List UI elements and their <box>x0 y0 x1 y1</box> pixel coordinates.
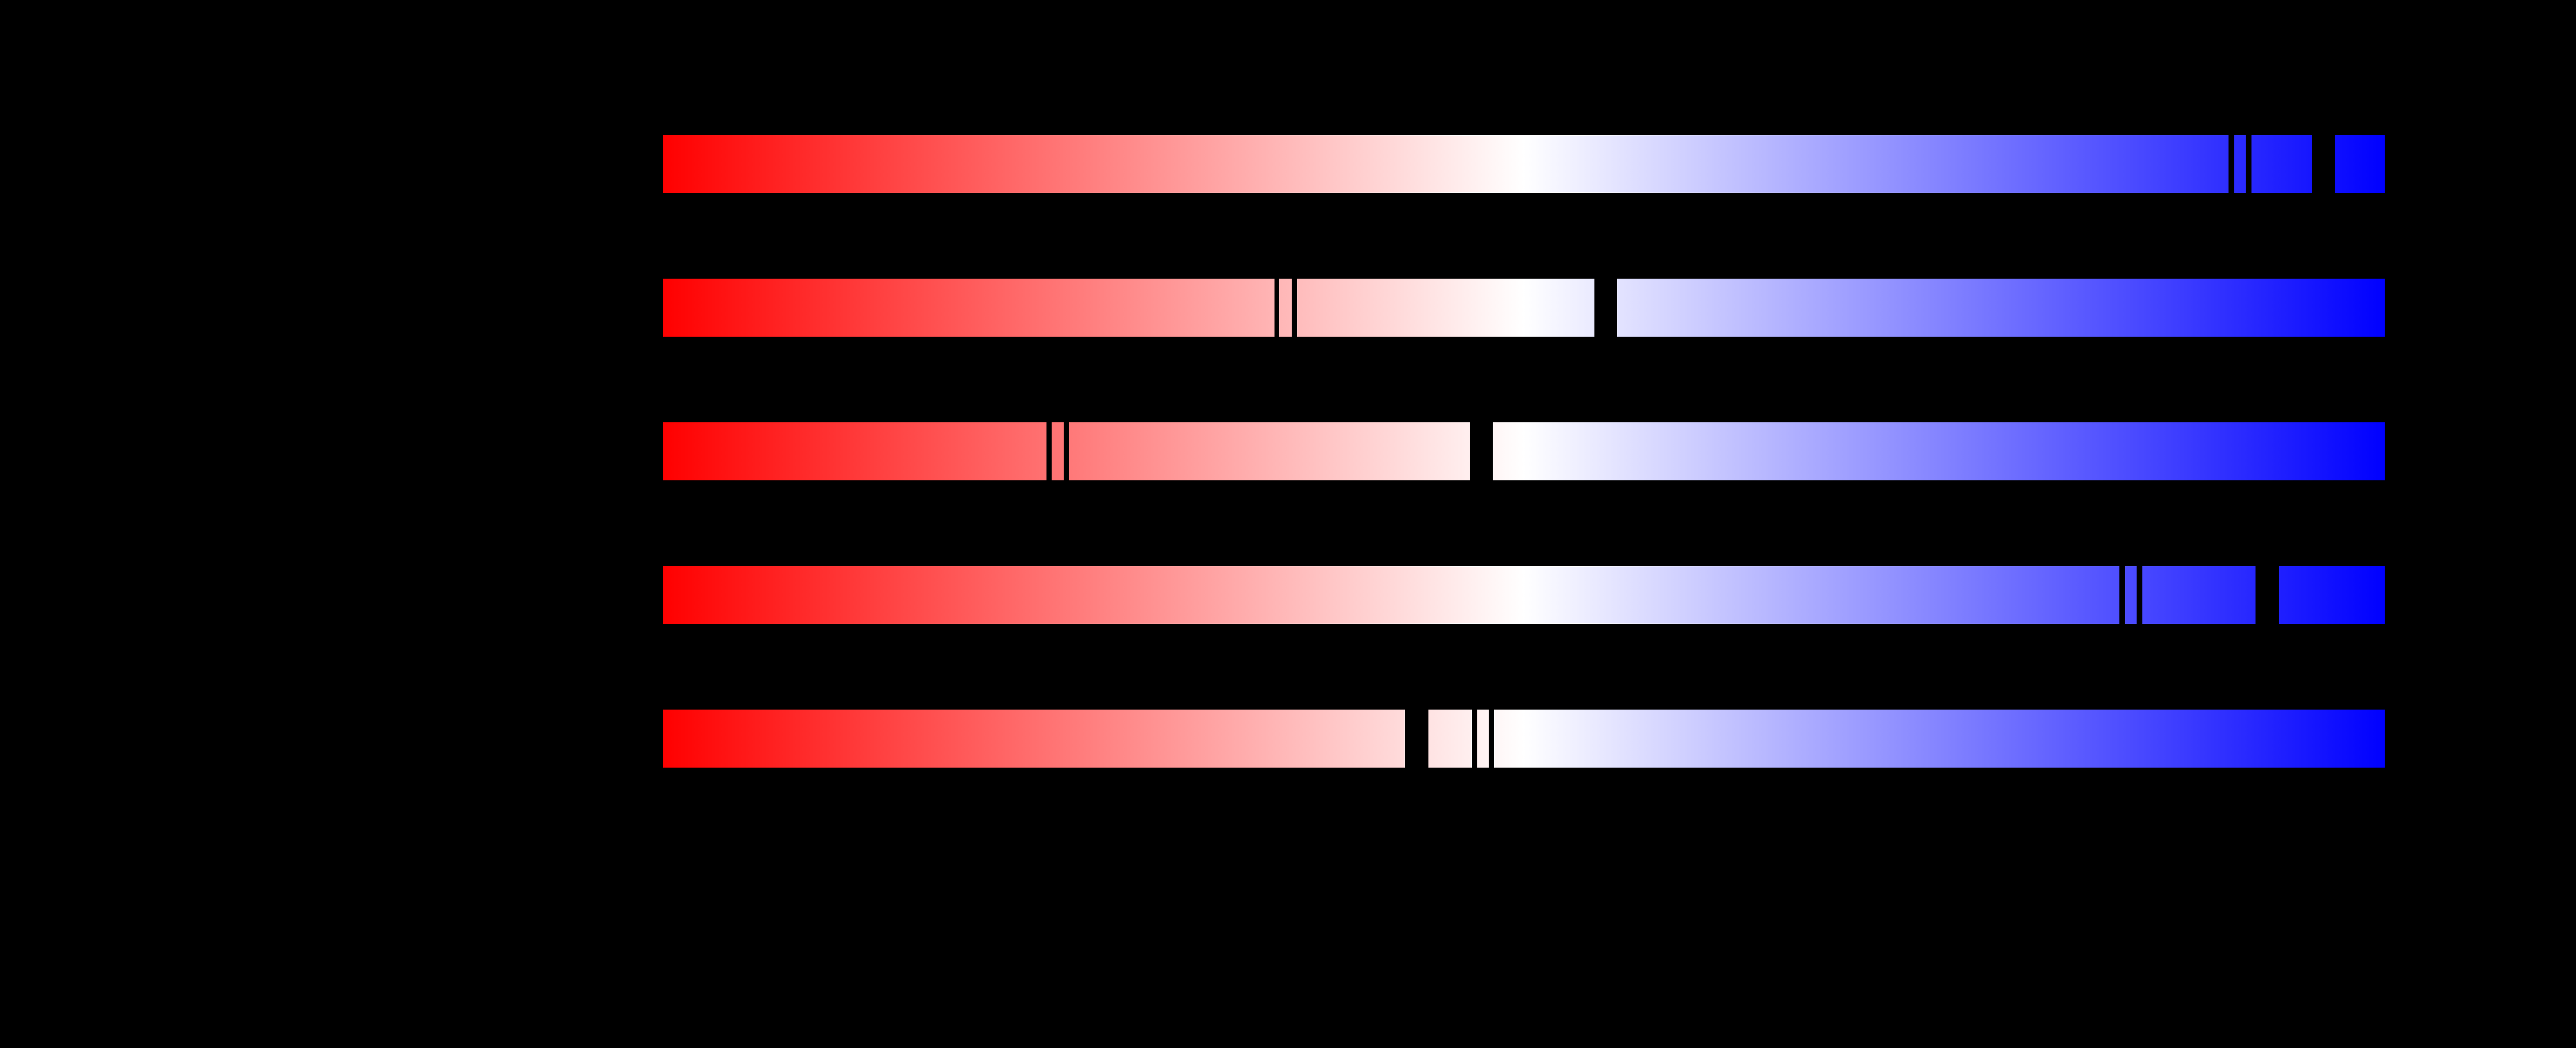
marker-gap-thin <box>2229 134 2234 194</box>
gradient-bar-row-3 <box>663 422 2385 481</box>
marker-gap-wide <box>2312 134 2335 194</box>
marker-gap-thin <box>1046 422 1052 481</box>
marker-gap-thin <box>1489 709 1494 768</box>
gradient-bar-row-1 <box>663 134 2385 194</box>
marker-gap-thin <box>1275 278 1279 337</box>
marker-gap-wide <box>1470 422 1493 481</box>
marker-gap-thin <box>1064 422 1069 481</box>
marker-gap-thin <box>1472 709 1477 768</box>
marker-gap-thin <box>1292 278 1297 337</box>
marker-gap-thin <box>2246 134 2251 194</box>
marker-gap-thin <box>2119 565 2125 625</box>
marker-gap-wide <box>2256 565 2279 625</box>
gradient-bar-row-5 <box>663 709 2385 768</box>
marker-gap-thin <box>2137 565 2142 625</box>
marker-gap-wide <box>1594 278 1617 337</box>
gradient-bar-row-2 <box>663 278 2385 337</box>
gradient-bar-row-4 <box>663 565 2385 625</box>
marker-gap-wide <box>1405 709 1428 768</box>
